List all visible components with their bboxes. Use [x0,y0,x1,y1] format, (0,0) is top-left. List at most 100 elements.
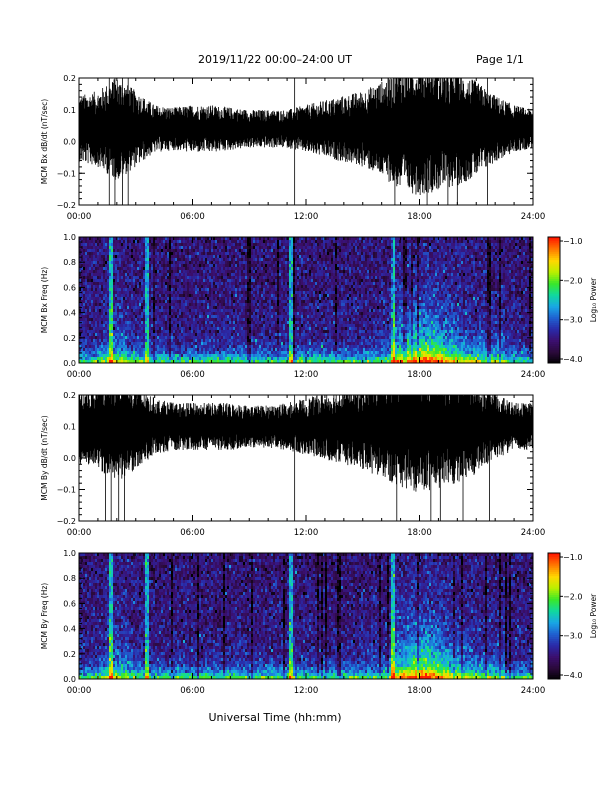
by-spectrogram-colorbar-cell [548,672,560,676]
by-timeseries-ytick-label: 0.0 [63,454,76,463]
bx-spectrogram-colorbar: −1.0 −2.0 −3.0 −4.0 Log₁₀ Power [547,236,598,364]
bx-spectrogram-colorbar-cell [548,241,560,244]
bx-spectrogram-colorbar-cell [548,243,560,246]
bx-spectrogram-colorbar-cell [548,274,560,278]
by-spectrogram-colorbar-cell [548,658,560,661]
by-spectrogram-colorbar-cell [548,668,560,672]
by-spectrogram-colorbar-cell [548,569,560,573]
by-spectrogram-colorbar: −1.0 −2.0 −3.0 −4.0 Log₁₀ Power [547,552,598,680]
by-spectrogram-colorbar-tick-label: −3.0 [563,632,582,641]
by-spectrogram-colorbar-label: Log₁₀ Power [589,593,598,638]
by-spectrogram-ytick-label: 0.0 [63,675,76,684]
bx-spectrogram-colorbar-cell [548,279,560,282]
bx-timeseries-trace [79,78,533,205]
by-spectrogram-colorbar-cell [548,576,560,579]
bx-spectrogram-xtick-label: 00:00 [67,370,92,380]
by-spectrogram-cells [79,553,534,680]
bx-spectrogram-colorbar-cell [548,346,560,349]
bx-spectrogram-colorbar-cell [548,339,560,343]
by-spectrogram-colorbar-cell [548,641,560,644]
bx-spectrogram-colorbar-cell [548,306,560,309]
by-timeseries-xtick-label: 12:00 [294,528,319,538]
by-spectrogram-colorbar-cell [548,571,560,575]
by-timeseries-ylabel: MCM By dB/dt (nT/sec) [40,415,49,500]
bx-timeseries-ytick-label: 0.0 [63,138,76,147]
bx-spectrogram-colorbar-cell [548,333,560,337]
bx-spectrogram-xtick-label: 24:00 [521,370,546,380]
bx-spectrogram-ytick-label: 1.0 [63,233,76,242]
by-spectrogram-colorbar-cell [548,626,560,630]
by-spectrogram-colorbar-tick-label: −1.0 [563,553,582,562]
bx-spectrogram-colorbar-label: Log₁₀ Power [589,277,598,322]
bx-spectrogram-colorbar-cell [548,270,560,274]
bx-spectrogram-colorbar-tick-label: −4.0 [563,355,582,364]
by-spectrogram-colorbar-cell [548,605,560,609]
bx-spectrogram-colorbar-cell [548,272,560,276]
by-spectrogram-colorbar-cell [548,603,560,606]
by-spectrogram-colorbar-cell [548,660,560,663]
by-spectrogram-colorbar-cell [548,590,560,594]
bx-spectrogram-colorbar-tick-label: −1.0 [563,237,582,246]
by-spectrogram-colorbar-cell [548,676,560,680]
bx-spectrogram-colorbar-cell [548,249,560,253]
bx-timeseries-ytick-label: 0.2 [63,74,76,83]
by-spectrogram-ytick-label: 1.0 [63,549,76,558]
bx-spectrogram-ytick-label: 0.4 [63,309,76,318]
by-spectrogram-colorbar-cell [548,559,560,562]
by-spectrogram-colorbar-cell [548,599,560,602]
by-spectrogram-colorbar-cell [548,645,560,648]
by-spectrogram-colorbar-cell [548,628,560,632]
by-spectrogram-colorbar-cell [548,561,560,564]
bx-timeseries-xtick-label: 18:00 [407,212,432,222]
bx-spectrogram-xtick-label: 06:00 [180,370,205,380]
bx-spectrogram-colorbar-cell [548,237,560,240]
bx-spectrogram-colorbar-cell [548,302,560,305]
bx-spectrogram-colorbar-cell [548,262,560,265]
bx-spectrogram-cells [79,237,534,364]
bx-spectrogram-colorbar-cell [548,312,560,316]
by-spectrogram-colorbar-cell [548,618,560,621]
bx-spectrogram-colorbar-cell [548,268,560,272]
bx-spectrogram-colorbar-cell [548,264,560,267]
by-timeseries-xtick-label: 24:00 [521,528,546,538]
bx-spectrogram-colorbar-cell [548,342,560,345]
by-timeseries-ytick-label: 0.2 [63,391,76,400]
by-spectrogram-colorbar-cell [548,637,560,640]
bx-spectrogram-colorbar-cell [548,300,560,303]
by-timeseries-trace [79,395,533,521]
by-spectrogram-colorbar-cell [548,634,560,638]
bx-spectrogram-colorbar-cell [548,337,560,341]
by-timeseries: 00:00 06:00 12:00 18:00 24:00 0.2 0.1 0.0 −0.1 −0… [40,391,546,538]
bx-spectrogram-colorbar-cell [548,356,560,360]
bx-timeseries-ytick-label: −0.1 [57,169,76,178]
by-spectrogram-colorbar-cell [548,670,560,674]
by-spectrogram: 00:00 06:00 12:00 18:00 24:00 1.0 0.8 0.6 0.4 0.2… [40,549,598,696]
page-number: Page 1/1 [476,53,524,66]
bx-spectrogram-colorbar-cell [548,308,560,311]
bx-spectrogram-colorbar-cell [548,245,560,248]
bx-spectrogram-colorbar-cell [548,283,560,286]
by-spectrogram-colorbar-cell [548,632,560,636]
by-spectrogram-colorbar-cell [548,595,560,598]
by-timeseries-xtick-label: 00:00 [67,528,92,538]
by-spectrogram-colorbar-cell [548,553,560,556]
bx-spectrogram-colorbar-cell [548,281,560,284]
by-spectrogram-colorbar-cell [548,557,560,560]
bx-spectrogram-colorbar-cell [548,360,560,364]
by-spectrogram-colorbar-cell [548,555,560,558]
by-timeseries-ytick-label: 0.1 [63,423,76,432]
bx-spectrogram-colorbar-tick-label: −2.0 [563,276,582,285]
bx-spectrogram-colorbar-cell [548,291,560,295]
bx-spectrogram-colorbar-cell [548,331,560,335]
bx-spectrogram-colorbar-cell [548,329,560,332]
by-spectrogram-colorbar-cell [548,592,560,596]
by-spectrogram-colorbar-cell [548,582,560,585]
by-spectrogram-colorbar-frame [547,552,561,680]
bx-spectrogram-colorbar-cell [548,247,560,251]
bx-spectrogram-colorbar-cell [548,255,560,259]
by-spectrogram-xtick-label: 06:00 [180,686,205,696]
by-spectrogram-colorbar-cell [548,643,560,646]
bx-spectrogram-colorbar-cell [548,304,560,307]
bx-spectrogram-colorbar-cell [548,239,560,242]
by-spectrogram-colorbar-tick-label: −4.0 [563,671,582,680]
